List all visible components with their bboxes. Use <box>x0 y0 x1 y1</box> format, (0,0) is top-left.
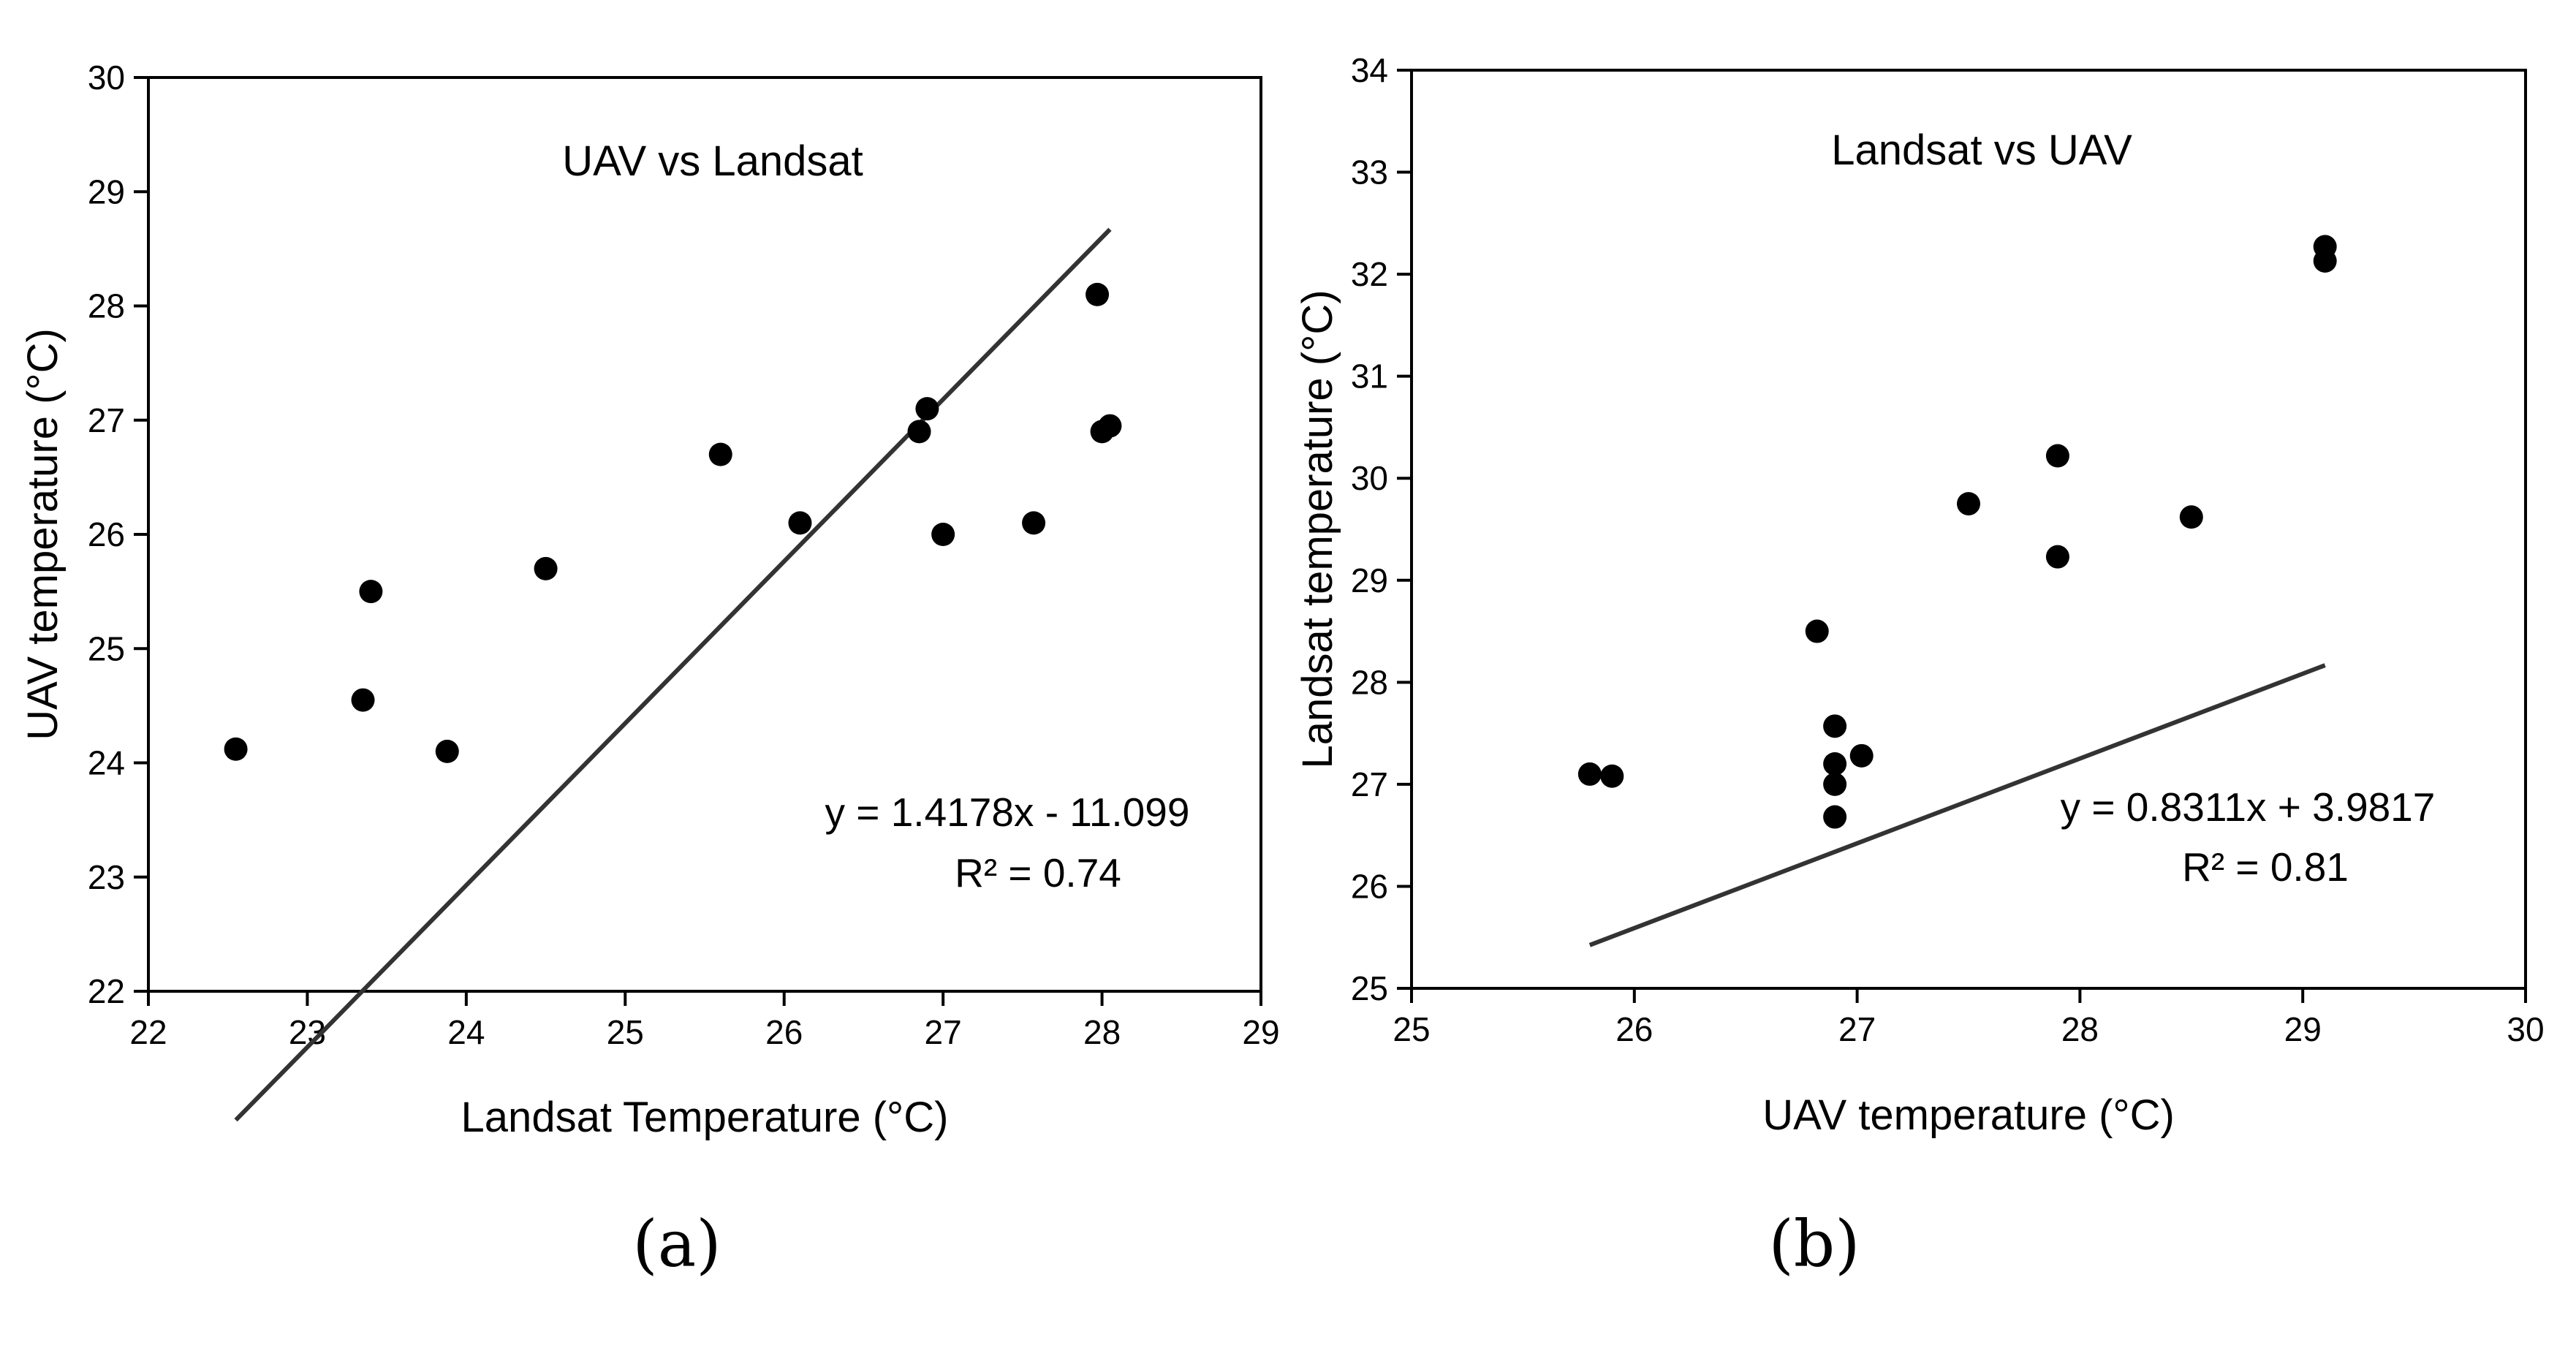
chart-a-equation: y = 1.4178x - 11.099 <box>825 790 1190 835</box>
chart-b-data-point <box>2045 545 2069 569</box>
chart-b-y-tick-label: 29 <box>1351 561 1388 599</box>
chart-b-y-tick-label: 27 <box>1351 765 1388 803</box>
chart-b-data-point <box>1823 805 1847 829</box>
chart-a-y-tick-label: 25 <box>88 629 125 667</box>
chart-a-data-point <box>931 523 955 546</box>
chart-a-x-tick-label: 25 <box>607 1013 644 1051</box>
chart-a-y-tick-label: 26 <box>88 515 125 553</box>
chart-a-data-point <box>915 397 939 421</box>
chart-a-r-squared: R² = 0.74 <box>955 850 1121 895</box>
chart-b-x-tick-label: 30 <box>2507 1010 2544 1048</box>
chart-b-data-point <box>2045 444 2069 468</box>
chart-b-data-point <box>2313 249 2337 273</box>
chart-a-data-point <box>1086 282 1110 306</box>
chart-a-y-axis-label: UAV temperature (°C) <box>19 328 67 741</box>
chart-a-x-tick-label: 24 <box>447 1013 485 1051</box>
chart-b-x-tick-label: 29 <box>2284 1010 2322 1048</box>
chart-a-y-tick-label: 22 <box>88 972 125 1010</box>
chart-a-y-tick-label: 29 <box>88 173 125 211</box>
chart-a-data-point <box>788 511 812 535</box>
chart-a-x-tick-label: 29 <box>1242 1013 1279 1051</box>
chart-a-data-point <box>351 688 375 712</box>
chart-a-x-tick-label: 27 <box>925 1013 962 1051</box>
chart-a-y-tick-label: 24 <box>88 744 125 782</box>
chart-a-y-tick-label: 23 <box>88 858 125 896</box>
chart-b-data-point <box>1849 743 1874 768</box>
chart-b-data-point <box>1577 762 1602 786</box>
chart-a-x-tick-label: 26 <box>765 1013 803 1051</box>
chart-b-y-tick-label: 34 <box>1351 51 1388 89</box>
chart-a-y-tick-label: 27 <box>88 401 125 439</box>
chart-a-data-point <box>907 420 931 444</box>
chart-b-x-tick-label: 27 <box>1838 1010 1876 1048</box>
chart-b-data-point <box>1823 772 1847 796</box>
chart-b-x-tick-label: 26 <box>1615 1010 1653 1048</box>
chart-a-data-point <box>1098 414 1122 438</box>
chart-a-x-axis-label: Landsat Temperature (°C) <box>461 1094 949 1141</box>
chart-b-x-tick-label: 28 <box>2061 1010 2099 1048</box>
chart-a-x-tick-label: 22 <box>129 1013 167 1051</box>
chart-b-plot-frame <box>1410 69 2527 990</box>
chart-a-y-tick-label: 30 <box>88 58 125 96</box>
chart-a-y-tick-label: 28 <box>88 287 125 325</box>
chart-a-title: UAV vs Landsat <box>562 137 863 185</box>
chart-a-data-point <box>435 739 459 763</box>
chart-a-data-point <box>224 737 248 761</box>
chart-b-data-point <box>1957 492 1980 516</box>
chart-b-y-tick-label: 33 <box>1351 154 1388 192</box>
chart-b-x-axis-label: UAV temperature (°C) <box>1762 1091 2175 1139</box>
chart-a-trend-line <box>234 227 1112 1122</box>
chart-b-trend-line <box>1588 663 2326 947</box>
chart-a-data-point <box>534 556 558 580</box>
chart-a-data-point <box>359 580 383 604</box>
chart-b-y-axis-label: Landsat temperature (°C) <box>1294 289 1341 768</box>
chart-b-y-tick-label: 30 <box>1351 459 1388 497</box>
chart-b-y-tick-label: 28 <box>1351 663 1388 701</box>
chart-b-title: Landsat vs UAV <box>1831 126 2132 174</box>
chart-a-x-tick-label: 28 <box>1083 1013 1121 1051</box>
panel-label-b: (b) <box>1768 1206 1860 1281</box>
chart-b-data-point <box>1823 714 1847 738</box>
chart-a-data-point <box>708 442 732 466</box>
chart-b-data-point <box>1600 764 1624 788</box>
chart-b-data-point <box>1823 751 1847 776</box>
chart-b-equation: y = 0.8311x + 3.9817 <box>2061 784 2436 830</box>
chart-b-y-tick-label: 26 <box>1351 867 1388 905</box>
chart-a-data-point <box>1022 511 1046 535</box>
chart-b-y-tick-label: 25 <box>1351 969 1388 1007</box>
chart-b-r-squared: R² = 0.81 <box>2182 844 2349 890</box>
chart-b-y-tick-label: 31 <box>1351 357 1388 395</box>
chart-b-data-point <box>1805 619 1829 643</box>
panel-label-a: (a) <box>632 1206 721 1281</box>
chart-b-data-point <box>2179 505 2203 529</box>
chart-b-y-tick-label: 32 <box>1351 255 1388 293</box>
chart-b-x-tick-label: 25 <box>1393 1010 1430 1048</box>
